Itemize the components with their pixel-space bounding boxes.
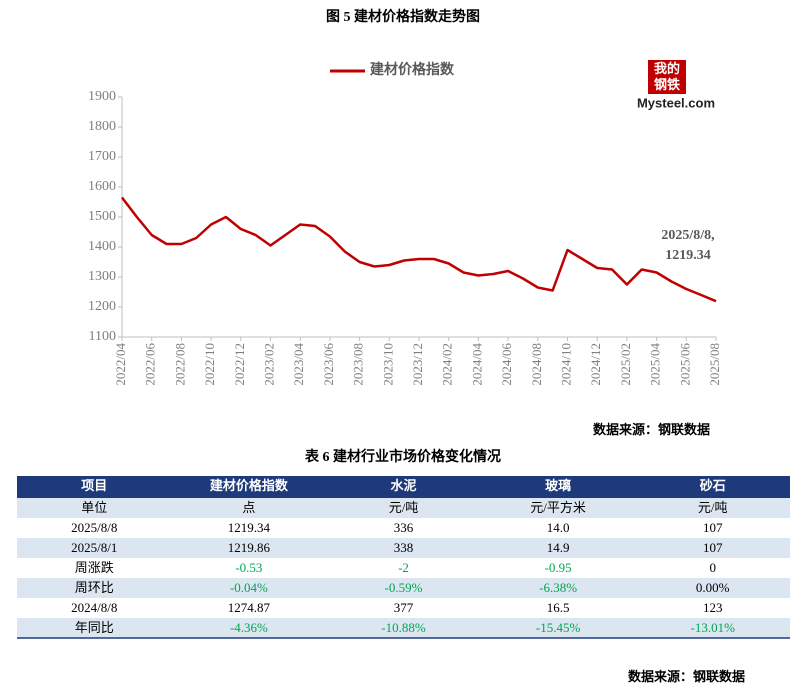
- x-tick-label: 2023/04: [291, 343, 306, 386]
- y-tick-label: 1800: [88, 119, 116, 134]
- y-tick-label: 1100: [89, 329, 116, 344]
- x-tick-label: 2024/10: [558, 343, 573, 386]
- table-header-bg: [17, 476, 790, 498]
- table-cell: -4.36%: [230, 620, 268, 635]
- table-row-bg: [17, 618, 790, 638]
- y-tick-label: 1500: [88, 209, 116, 224]
- table-cell: 点: [242, 500, 255, 515]
- table-row-bg: [17, 498, 790, 518]
- table-cell: 16.5: [547, 600, 570, 615]
- table-cell: 周环比: [75, 580, 114, 595]
- table-cell: -0.59%: [385, 580, 423, 595]
- x-tick-label: 2025/02: [618, 343, 633, 386]
- table-header-cell: 项目: [81, 478, 107, 493]
- x-tick-label: 2024/04: [469, 343, 484, 386]
- table-header-cell: 建材价格指数: [210, 478, 289, 493]
- table-cell: -0.04%: [230, 580, 268, 595]
- table-cell: 336: [394, 520, 414, 535]
- table-cell: 2024/8/8: [71, 600, 117, 615]
- table-header-cell: 水泥: [390, 478, 416, 493]
- x-tick-label: 2023/08: [351, 343, 366, 386]
- x-tick-label: 2023/02: [261, 343, 276, 386]
- logo-bottom: 钢铁: [654, 77, 680, 92]
- table-cell: 2025/8/8: [71, 520, 117, 535]
- annotation: 2025/8/8,: [661, 228, 714, 243]
- table-cell: 1274.87: [228, 600, 271, 615]
- x-tick-label: 2024/06: [499, 343, 514, 386]
- legend-label: 建材价格指数: [370, 61, 455, 78]
- table-cell: 元/吨: [389, 500, 419, 515]
- table-cell: -6.38%: [539, 580, 577, 595]
- table-cell: 107: [703, 540, 723, 555]
- y-tick-label: 1200: [88, 299, 116, 314]
- table-cell: -0.53: [235, 560, 262, 575]
- x-tick-label: 2024/02: [440, 343, 455, 386]
- logo-top: 我的: [654, 61, 680, 76]
- table-cell: 107: [703, 520, 723, 535]
- x-tick-label: 2023/10: [380, 343, 395, 386]
- table-source: 数据来源：钢联数据: [628, 669, 745, 684]
- table-header-cell: 砂石: [699, 478, 726, 493]
- table-cell: 1219.34: [228, 520, 271, 535]
- table-cell: 338: [394, 540, 414, 555]
- table-cell: 年同比: [75, 620, 114, 635]
- logo-site: Mysteel.com: [637, 95, 715, 110]
- x-tick-label: 2022/04: [113, 343, 128, 386]
- table-cell: 周涨跌: [75, 560, 114, 575]
- y-tick-label: 1300: [88, 269, 116, 284]
- x-tick-label: 2022/08: [172, 343, 187, 386]
- table-cell: 14.0: [547, 520, 570, 535]
- table-cell: 0.00%: [696, 580, 730, 595]
- logo-box: [648, 60, 686, 94]
- table-cell: -0.95: [545, 560, 572, 575]
- table-cell: -2: [398, 560, 409, 575]
- x-tick-label: 2024/08: [529, 343, 544, 386]
- table-title: 表 6 建材行业市场价格变化情况: [304, 448, 501, 465]
- table-cell: 0: [709, 560, 716, 575]
- table-row-bg: [17, 538, 790, 558]
- y-tick-label: 1700: [88, 149, 116, 164]
- table-header-cell: 玻璃: [545, 478, 571, 493]
- table-cell: -10.88%: [381, 620, 426, 635]
- series-line: [121, 196, 717, 303]
- chart-source: 数据来源：钢联数据: [593, 422, 710, 437]
- annotation: 1219.34: [665, 248, 711, 263]
- table-cell: 2025/8/1: [71, 540, 117, 555]
- table-cell: 元/吨: [698, 500, 728, 515]
- y-tick-label: 1400: [88, 239, 116, 254]
- x-tick-label: 2022/06: [143, 343, 158, 386]
- table-cell: 1219.86: [228, 540, 271, 555]
- table-row-bg: [17, 578, 790, 598]
- table-cell: 377: [394, 600, 414, 615]
- table-cell: 123: [703, 600, 723, 615]
- table-cell: 元/平方米: [530, 500, 586, 515]
- table-cell: -15.45%: [536, 620, 581, 635]
- x-tick-label: 2025/08: [707, 343, 722, 386]
- chart-title: 图 5 建材价格指数走势图: [326, 8, 480, 25]
- y-tick-label: 1600: [88, 179, 116, 194]
- table-cell: -13.01%: [690, 620, 735, 635]
- table-cell: 14.9: [547, 540, 570, 555]
- table-cell: 单位: [81, 500, 107, 515]
- x-tick-label: 2025/04: [648, 343, 663, 386]
- x-tick-label: 2022/10: [202, 343, 217, 386]
- x-tick-label: 2025/06: [677, 343, 692, 386]
- x-tick-label: 2023/06: [321, 343, 336, 386]
- x-tick-label: 2023/12: [410, 343, 425, 386]
- y-tick-label: 1900: [88, 89, 116, 104]
- x-tick-label: 2022/12: [232, 343, 247, 386]
- x-tick-label: 2024/12: [588, 343, 603, 386]
